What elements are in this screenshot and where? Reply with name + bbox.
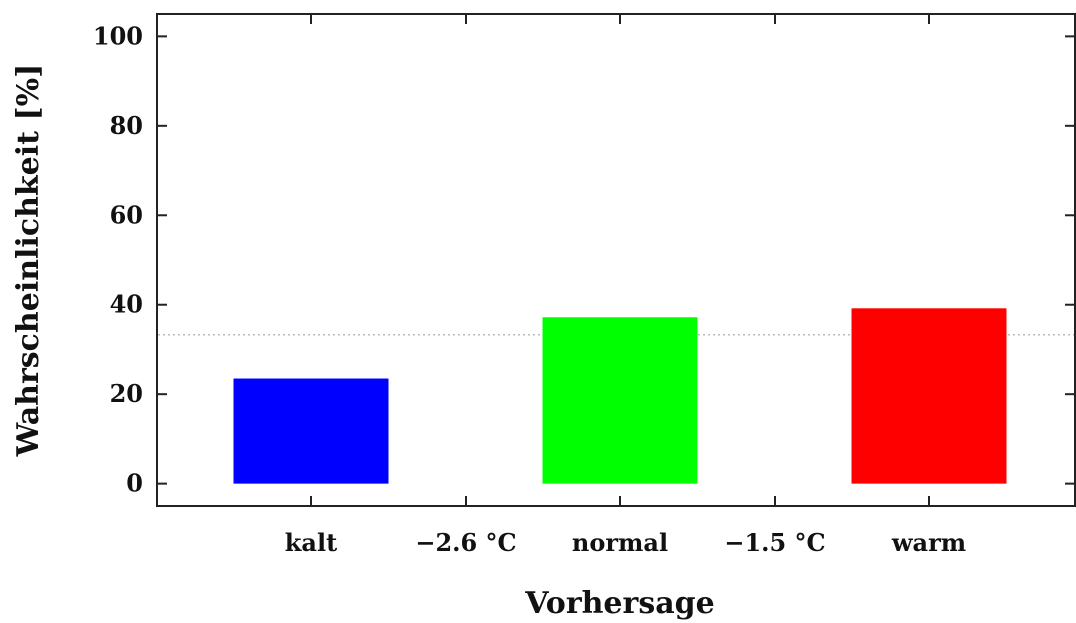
bar-warm <box>851 308 1007 484</box>
bar-normal <box>542 317 698 484</box>
x-category-label: warm <box>891 528 966 557</box>
x-boundary-label: −1.5 °C <box>724 528 825 557</box>
y-tick-label: 100 <box>93 21 143 50</box>
x-axis-ticks: kalt −2.6 °C normal −1.5 °C warm <box>285 14 966 557</box>
y-tick-label: 40 <box>110 290 143 319</box>
y-tick-label: 80 <box>110 111 143 140</box>
y-tick-label: 60 <box>110 200 143 229</box>
x-boundary-label: −2.6 °C <box>415 528 516 557</box>
y-tick-label: 20 <box>110 379 143 408</box>
x-category-label: normal <box>572 528 668 557</box>
bar-kalt <box>233 378 389 484</box>
x-axis-title: Vorhersage <box>524 586 714 621</box>
y-axis-title: Wahrscheinlichkeit [%] <box>11 64 46 458</box>
plot-frame <box>156 13 1076 507</box>
y-tick-label: 0 <box>126 469 143 498</box>
y-axis-ticks: 0 20 40 60 80 100 <box>93 21 1075 498</box>
x-category-label: kalt <box>285 528 337 557</box>
bars <box>233 308 1007 484</box>
